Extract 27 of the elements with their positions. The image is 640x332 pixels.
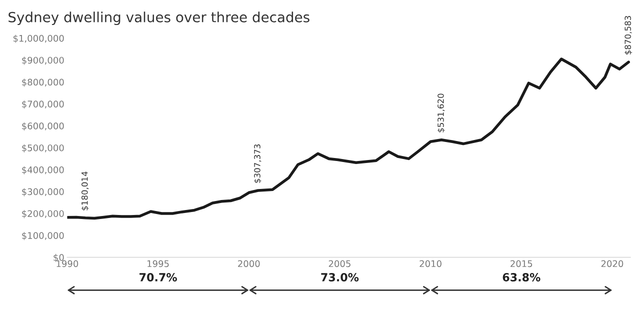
- y-tick-label: $400,000: [22, 166, 64, 174]
- x-tick-label: 2015: [510, 260, 532, 268]
- y-tick-label: $700,000: [22, 100, 64, 109]
- x-tick-label: 2000: [238, 260, 260, 268]
- x-tick-label: 2010: [420, 260, 442, 268]
- y-tick-label: $1,000,000: [13, 34, 64, 43]
- y-tick-label: $100,000: [22, 232, 64, 240]
- line-series: [67, 58, 630, 220]
- y-tick-label: $900,000: [22, 56, 64, 65]
- annotation: $531,620: [437, 94, 445, 132]
- x-tick-label: 2020: [601, 260, 624, 268]
- x-tick-label: 1995: [148, 260, 169, 268]
- annotation: $870,583: [624, 16, 632, 54]
- text: 70.7%: [140, 273, 177, 282]
- y-tick-label: $500,000: [22, 144, 64, 152]
- chart-title: Sydney dwelling values over three decades: [8, 12, 310, 26]
- x-tick-label: 1990: [56, 260, 78, 268]
- annotation: $180,014: [81, 172, 89, 210]
- y-tick-label: $300,000: [22, 188, 64, 196]
- y-tick-label: $800,000: [22, 78, 64, 87]
- x-tick-label: 2005: [328, 260, 350, 268]
- y-tick-label: $0: [54, 254, 64, 262]
- text: 73.0%: [321, 273, 359, 282]
- annotation: $307,373: [254, 144, 262, 183]
- y-tick-label: $600,000: [22, 122, 64, 131]
- text: 63.8%: [502, 273, 540, 282]
- y-tick-label: $200,000: [22, 210, 64, 218]
